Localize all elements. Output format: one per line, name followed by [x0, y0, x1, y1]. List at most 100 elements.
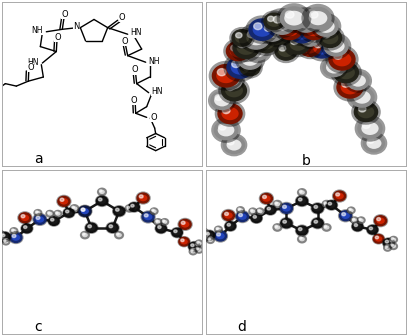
Circle shape	[303, 42, 310, 48]
Circle shape	[377, 217, 381, 221]
Circle shape	[12, 235, 16, 238]
Circle shape	[127, 206, 130, 208]
Circle shape	[268, 16, 274, 22]
Circle shape	[257, 208, 264, 214]
Circle shape	[299, 190, 302, 193]
Circle shape	[215, 95, 222, 100]
Circle shape	[249, 19, 275, 40]
Circle shape	[0, 230, 4, 237]
Text: O: O	[131, 66, 138, 75]
Circle shape	[351, 75, 358, 81]
Circle shape	[10, 228, 18, 234]
Text: O: O	[131, 96, 137, 105]
Circle shape	[302, 20, 326, 40]
Circle shape	[253, 215, 257, 218]
Circle shape	[81, 208, 85, 211]
Circle shape	[151, 208, 158, 214]
Circle shape	[201, 229, 208, 235]
Circle shape	[227, 139, 234, 145]
Circle shape	[283, 220, 286, 223]
Circle shape	[239, 213, 242, 217]
Circle shape	[367, 138, 374, 143]
Circle shape	[359, 106, 366, 112]
Circle shape	[336, 193, 339, 196]
Circle shape	[189, 249, 197, 254]
Circle shape	[341, 80, 350, 87]
Circle shape	[191, 250, 193, 252]
Circle shape	[48, 212, 50, 214]
Circle shape	[298, 198, 302, 201]
Circle shape	[273, 224, 282, 231]
Circle shape	[260, 194, 273, 203]
Circle shape	[152, 209, 154, 211]
Circle shape	[156, 220, 158, 222]
Circle shape	[352, 218, 355, 220]
Circle shape	[131, 204, 134, 207]
Circle shape	[237, 212, 248, 221]
Circle shape	[306, 23, 314, 30]
Circle shape	[2, 234, 5, 237]
Circle shape	[324, 202, 326, 204]
Circle shape	[227, 223, 231, 226]
Circle shape	[362, 122, 370, 128]
Circle shape	[290, 23, 314, 43]
Circle shape	[172, 228, 182, 237]
Circle shape	[82, 233, 85, 235]
Circle shape	[219, 124, 226, 130]
Circle shape	[310, 38, 335, 58]
Circle shape	[49, 217, 59, 225]
Circle shape	[158, 226, 161, 228]
Circle shape	[249, 208, 257, 214]
Circle shape	[215, 121, 237, 140]
Circle shape	[324, 36, 348, 56]
Circle shape	[51, 218, 54, 221]
Circle shape	[390, 243, 397, 249]
Circle shape	[338, 66, 346, 73]
Circle shape	[201, 236, 208, 242]
Circle shape	[142, 212, 154, 222]
Circle shape	[298, 228, 302, 230]
Circle shape	[258, 209, 260, 211]
Circle shape	[236, 33, 242, 38]
Circle shape	[280, 203, 293, 213]
Circle shape	[318, 28, 341, 47]
Circle shape	[225, 222, 236, 230]
Text: NH: NH	[31, 26, 43, 35]
Circle shape	[226, 76, 232, 81]
Circle shape	[19, 213, 31, 223]
Circle shape	[280, 7, 308, 29]
Circle shape	[232, 61, 240, 68]
Text: O: O	[54, 33, 61, 42]
Circle shape	[0, 233, 10, 241]
Circle shape	[24, 226, 27, 228]
Circle shape	[350, 87, 374, 107]
Circle shape	[299, 39, 320, 56]
Circle shape	[351, 217, 358, 223]
Circle shape	[328, 40, 336, 46]
Circle shape	[107, 223, 118, 233]
Circle shape	[273, 201, 282, 207]
Circle shape	[197, 241, 199, 243]
Circle shape	[116, 233, 119, 235]
Circle shape	[96, 196, 108, 206]
Text: b: b	[302, 154, 310, 168]
Circle shape	[55, 212, 58, 214]
Circle shape	[244, 62, 250, 68]
Circle shape	[222, 80, 246, 101]
Circle shape	[217, 69, 226, 76]
Circle shape	[285, 11, 294, 18]
Circle shape	[34, 210, 42, 216]
Circle shape	[294, 27, 302, 33]
Circle shape	[354, 224, 357, 226]
Circle shape	[2, 239, 9, 245]
Circle shape	[58, 196, 70, 206]
Circle shape	[79, 206, 91, 216]
Circle shape	[10, 233, 22, 243]
Circle shape	[238, 41, 246, 48]
Circle shape	[266, 25, 290, 44]
Circle shape	[251, 214, 262, 222]
Text: a: a	[34, 152, 42, 166]
Circle shape	[144, 214, 148, 217]
Circle shape	[126, 205, 133, 212]
Circle shape	[54, 211, 62, 217]
